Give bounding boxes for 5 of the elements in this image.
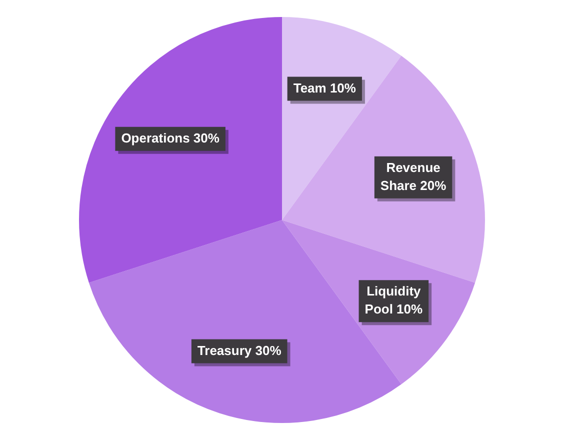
- slice-label: Liquidity Pool 10%: [364, 284, 424, 317]
- slice-label: Team 10%: [293, 80, 356, 96]
- slice-label: Revenue Share 20%: [380, 160, 447, 193]
- slice-label: Treasury 30%: [197, 342, 282, 358]
- slice-label: Operations 30%: [121, 130, 220, 146]
